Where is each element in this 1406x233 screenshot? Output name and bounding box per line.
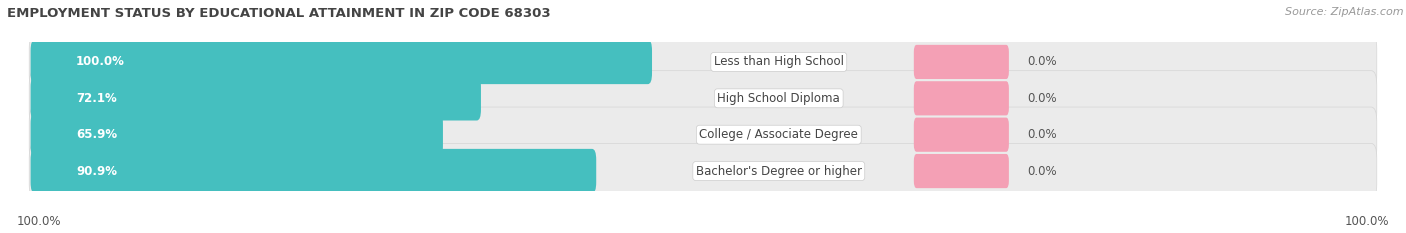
Text: 100.0%: 100.0% (17, 215, 62, 228)
Text: 0.0%: 0.0% (1026, 128, 1056, 141)
Text: Less than High School: Less than High School (714, 55, 844, 69)
FancyBboxPatch shape (30, 107, 1376, 162)
Text: 0.0%: 0.0% (1026, 164, 1056, 178)
Text: College / Associate Degree: College / Associate Degree (699, 128, 858, 141)
FancyBboxPatch shape (914, 154, 1010, 188)
FancyBboxPatch shape (914, 81, 1010, 115)
Text: 100.0%: 100.0% (1344, 215, 1389, 228)
FancyBboxPatch shape (31, 113, 443, 157)
Text: 0.0%: 0.0% (1026, 55, 1056, 69)
FancyBboxPatch shape (30, 144, 1376, 199)
Text: 90.9%: 90.9% (76, 164, 117, 178)
FancyBboxPatch shape (914, 118, 1010, 152)
Text: 100.0%: 100.0% (76, 55, 125, 69)
Text: 65.9%: 65.9% (76, 128, 117, 141)
Text: Bachelor's Degree or higher: Bachelor's Degree or higher (696, 164, 862, 178)
FancyBboxPatch shape (30, 34, 1376, 89)
FancyBboxPatch shape (31, 40, 652, 84)
FancyBboxPatch shape (914, 45, 1010, 79)
Text: High School Diploma: High School Diploma (717, 92, 841, 105)
Text: 72.1%: 72.1% (76, 92, 117, 105)
Text: EMPLOYMENT STATUS BY EDUCATIONAL ATTAINMENT IN ZIP CODE 68303: EMPLOYMENT STATUS BY EDUCATIONAL ATTAINM… (7, 7, 551, 20)
FancyBboxPatch shape (30, 71, 1376, 126)
Text: Source: ZipAtlas.com: Source: ZipAtlas.com (1285, 7, 1403, 17)
Text: 0.0%: 0.0% (1026, 92, 1056, 105)
FancyBboxPatch shape (31, 76, 481, 120)
FancyBboxPatch shape (31, 149, 596, 193)
